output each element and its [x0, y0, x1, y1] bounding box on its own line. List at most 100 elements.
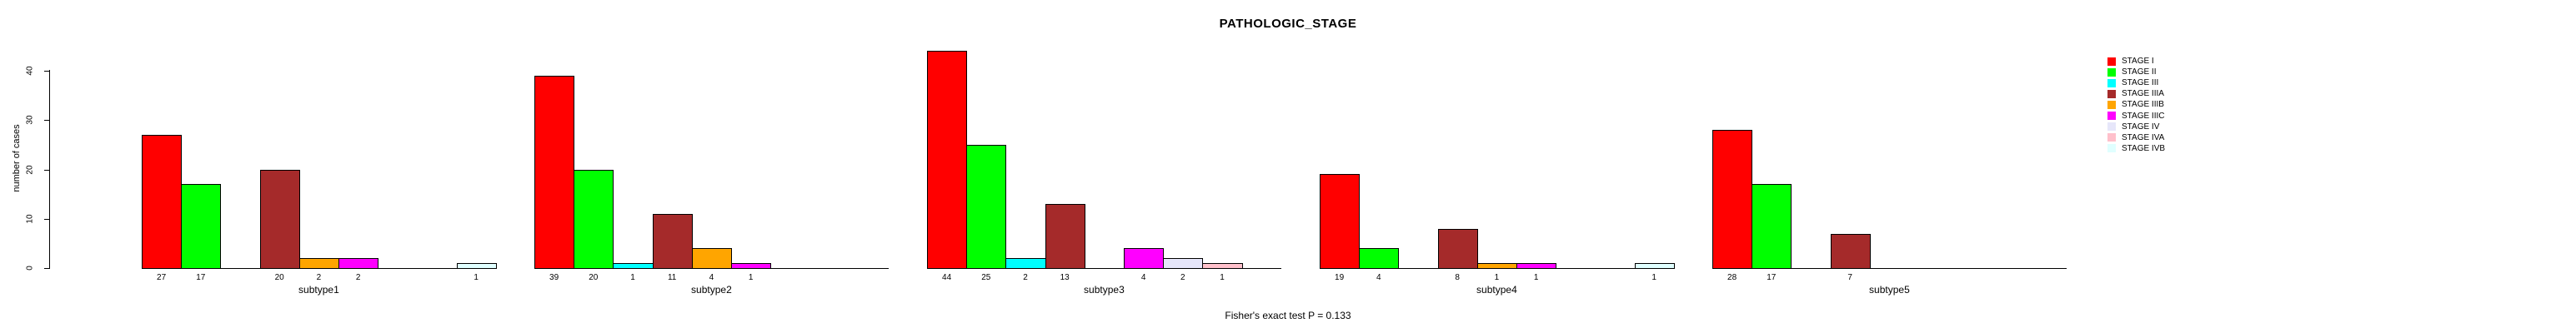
- legend-color-swatch-stage-iii: [2107, 78, 2116, 87]
- bar-value-label: 20: [274, 273, 284, 282]
- bar-value-label: 39: [549, 273, 559, 282]
- bar-subtype3-stage-iva: [1202, 263, 1243, 269]
- bar-subtype4-stage-iiia: [1437, 228, 1478, 269]
- bar-value-label: 1: [748, 273, 754, 282]
- y-axis-line: [49, 70, 50, 269]
- bar-subtype4-stage-ivb: [1634, 263, 1675, 269]
- bar-subtype5-stage-i: [1712, 130, 1753, 269]
- bar-value-label: 1: [1651, 273, 1656, 282]
- bar-subtype3-stage-iii: [1005, 258, 1046, 269]
- y-axis-tick: [44, 169, 49, 171]
- bar-value-label: 44: [942, 273, 952, 282]
- y-axis-tick-label: 30: [25, 115, 35, 125]
- legend-label: STAGE IIIB: [2122, 100, 2164, 110]
- bar-subtype3-stage-iv: [1163, 258, 1204, 269]
- bar-subtype2-stage-iii: [613, 263, 654, 269]
- fisher-test-result: Fisher's exact test P = 0.133: [1225, 310, 1351, 321]
- bar-subtype4-stage-i: [1320, 174, 1361, 269]
- bar-value-label: 4: [1376, 273, 1381, 282]
- legend-color-swatch-stage-ivb: [2107, 144, 2116, 153]
- bar-value-label: 2: [1180, 273, 1185, 282]
- bar-value-label: 1: [1220, 273, 1225, 282]
- legend-item-stage-iiic: STAGE IIIC: [2107, 110, 2165, 121]
- bar-subtype2-stage-iiic: [731, 263, 772, 269]
- legend-color-swatch-stage-iva: [2107, 133, 2116, 142]
- bar-value-label: 4: [709, 273, 714, 282]
- bar-subtype4-stage-ii: [1359, 248, 1400, 269]
- bar-value-label: 11: [667, 273, 677, 282]
- legend-label: STAGE II: [2122, 67, 2157, 77]
- legend-item-stage-iv: STAGE IV: [2107, 122, 2165, 132]
- bar-subtype2-stage-iiia: [652, 213, 693, 269]
- bar-subtype1-stage-i: [142, 135, 183, 269]
- y-axis-tick: [44, 218, 49, 220]
- bar-subtype4-stage-iiib: [1476, 263, 1517, 269]
- bar-value-label: 20: [589, 273, 599, 282]
- y-axis-tick-label: 10: [25, 214, 35, 224]
- bar-value-label: 19: [1335, 273, 1345, 282]
- bar-subtype5-stage-iiia: [1830, 233, 1871, 269]
- bar-value-label: 17: [1767, 273, 1777, 282]
- legend-label: STAGE IVA: [2122, 132, 2165, 142]
- bar-subtype3-stage-iiia: [1045, 203, 1085, 269]
- bar-value-label: 1: [1533, 273, 1539, 282]
- x-axis-group-label-subtype1: subtype1: [298, 284, 339, 296]
- bar-value-label: 27: [157, 273, 167, 282]
- x-axis-group-label-subtype3: subtype3: [1084, 284, 1125, 296]
- bar-value-label: 2: [1023, 273, 1028, 282]
- bar-value-label: 4: [1140, 273, 1146, 282]
- bar-value-label: 1: [474, 273, 479, 282]
- y-axis-title: number of cases: [12, 124, 22, 192]
- bar-subtype2-stage-ii: [574, 169, 614, 269]
- y-axis-tick: [44, 71, 49, 72]
- bar-subtype1-stage-ii: [181, 184, 222, 269]
- bar-subtype4-stage-iiic: [1516, 263, 1557, 269]
- legend-item-stage-i: STAGE I: [2107, 56, 2165, 67]
- bar-subtype1-stage-iiic: [338, 258, 379, 269]
- bar-value-label: 2: [355, 273, 361, 282]
- legend-item-stage-ii: STAGE II: [2107, 67, 2165, 77]
- bar-value-label: 8: [1455, 273, 1460, 282]
- bar-subtype3-stage-iiic: [1124, 248, 1165, 269]
- bar-subtype3-stage-ii: [966, 144, 1007, 269]
- legend-item-stage-ivb: STAGE IVB: [2107, 143, 2165, 154]
- bar-subtype1-stage-iiib: [298, 258, 339, 269]
- bar-value-label: 1: [1494, 273, 1500, 282]
- bar-subtype1-stage-ivb: [456, 263, 497, 269]
- bar-value-label: 2: [316, 273, 322, 282]
- legend-color-swatch-stage-iiic: [2107, 112, 2116, 121]
- legend-item-stage-iii: STAGE III: [2107, 77, 2165, 88]
- legend-color-swatch-stage-iiia: [2107, 89, 2116, 98]
- legend-label: STAGE IIIC: [2122, 111, 2165, 121]
- bar-subtype5-stage-ii: [1752, 184, 1792, 269]
- legend-label: STAGE I: [2122, 57, 2154, 67]
- bar-value-label: 28: [1727, 273, 1737, 282]
- y-axis-tick-label: 40: [25, 66, 35, 76]
- chart-title: PATHOLOGIC_STAGE: [1219, 17, 1357, 31]
- x-axis-group-label-subtype5: subtype5: [1869, 284, 1910, 296]
- bar-subtype2-stage-i: [534, 75, 575, 269]
- y-axis-tick: [44, 120, 49, 122]
- legend-label: STAGE IIIA: [2122, 89, 2164, 99]
- y-axis-tick-label: 0: [25, 266, 35, 271]
- y-axis-tick: [44, 268, 49, 269]
- bar-value-label: 13: [1060, 273, 1070, 282]
- bar-subtype3-stage-i: [927, 51, 968, 269]
- x-axis-line-subtype5: [1712, 268, 2067, 269]
- legend-color-swatch-stage-ii: [2107, 67, 2116, 77]
- bar-value-label: 7: [1847, 273, 1852, 282]
- legend-color-swatch-stage-i: [2107, 57, 2116, 66]
- legend-color-swatch-stage-iiib: [2107, 100, 2116, 109]
- bar-value-label: 17: [196, 273, 206, 282]
- x-axis-line-subtype3: [927, 268, 1281, 269]
- legend-label: STAGE IVB: [2122, 143, 2166, 153]
- legend: STAGE I STAGE II STAGE III STAGE IIIA STAGE …: [2107, 56, 2165, 154]
- bar-value-label: 25: [981, 273, 991, 282]
- legend-item-stage-iiib: STAGE IIIB: [2107, 99, 2165, 110]
- legend-label: STAGE III: [2122, 78, 2159, 88]
- legend-item-stage-iva: STAGE IVA: [2107, 132, 2165, 143]
- y-axis-tick-label: 20: [25, 164, 35, 175]
- bar-subtype2-stage-iiib: [691, 248, 732, 269]
- legend-item-stage-iiia: STAGE IIIA: [2107, 88, 2165, 99]
